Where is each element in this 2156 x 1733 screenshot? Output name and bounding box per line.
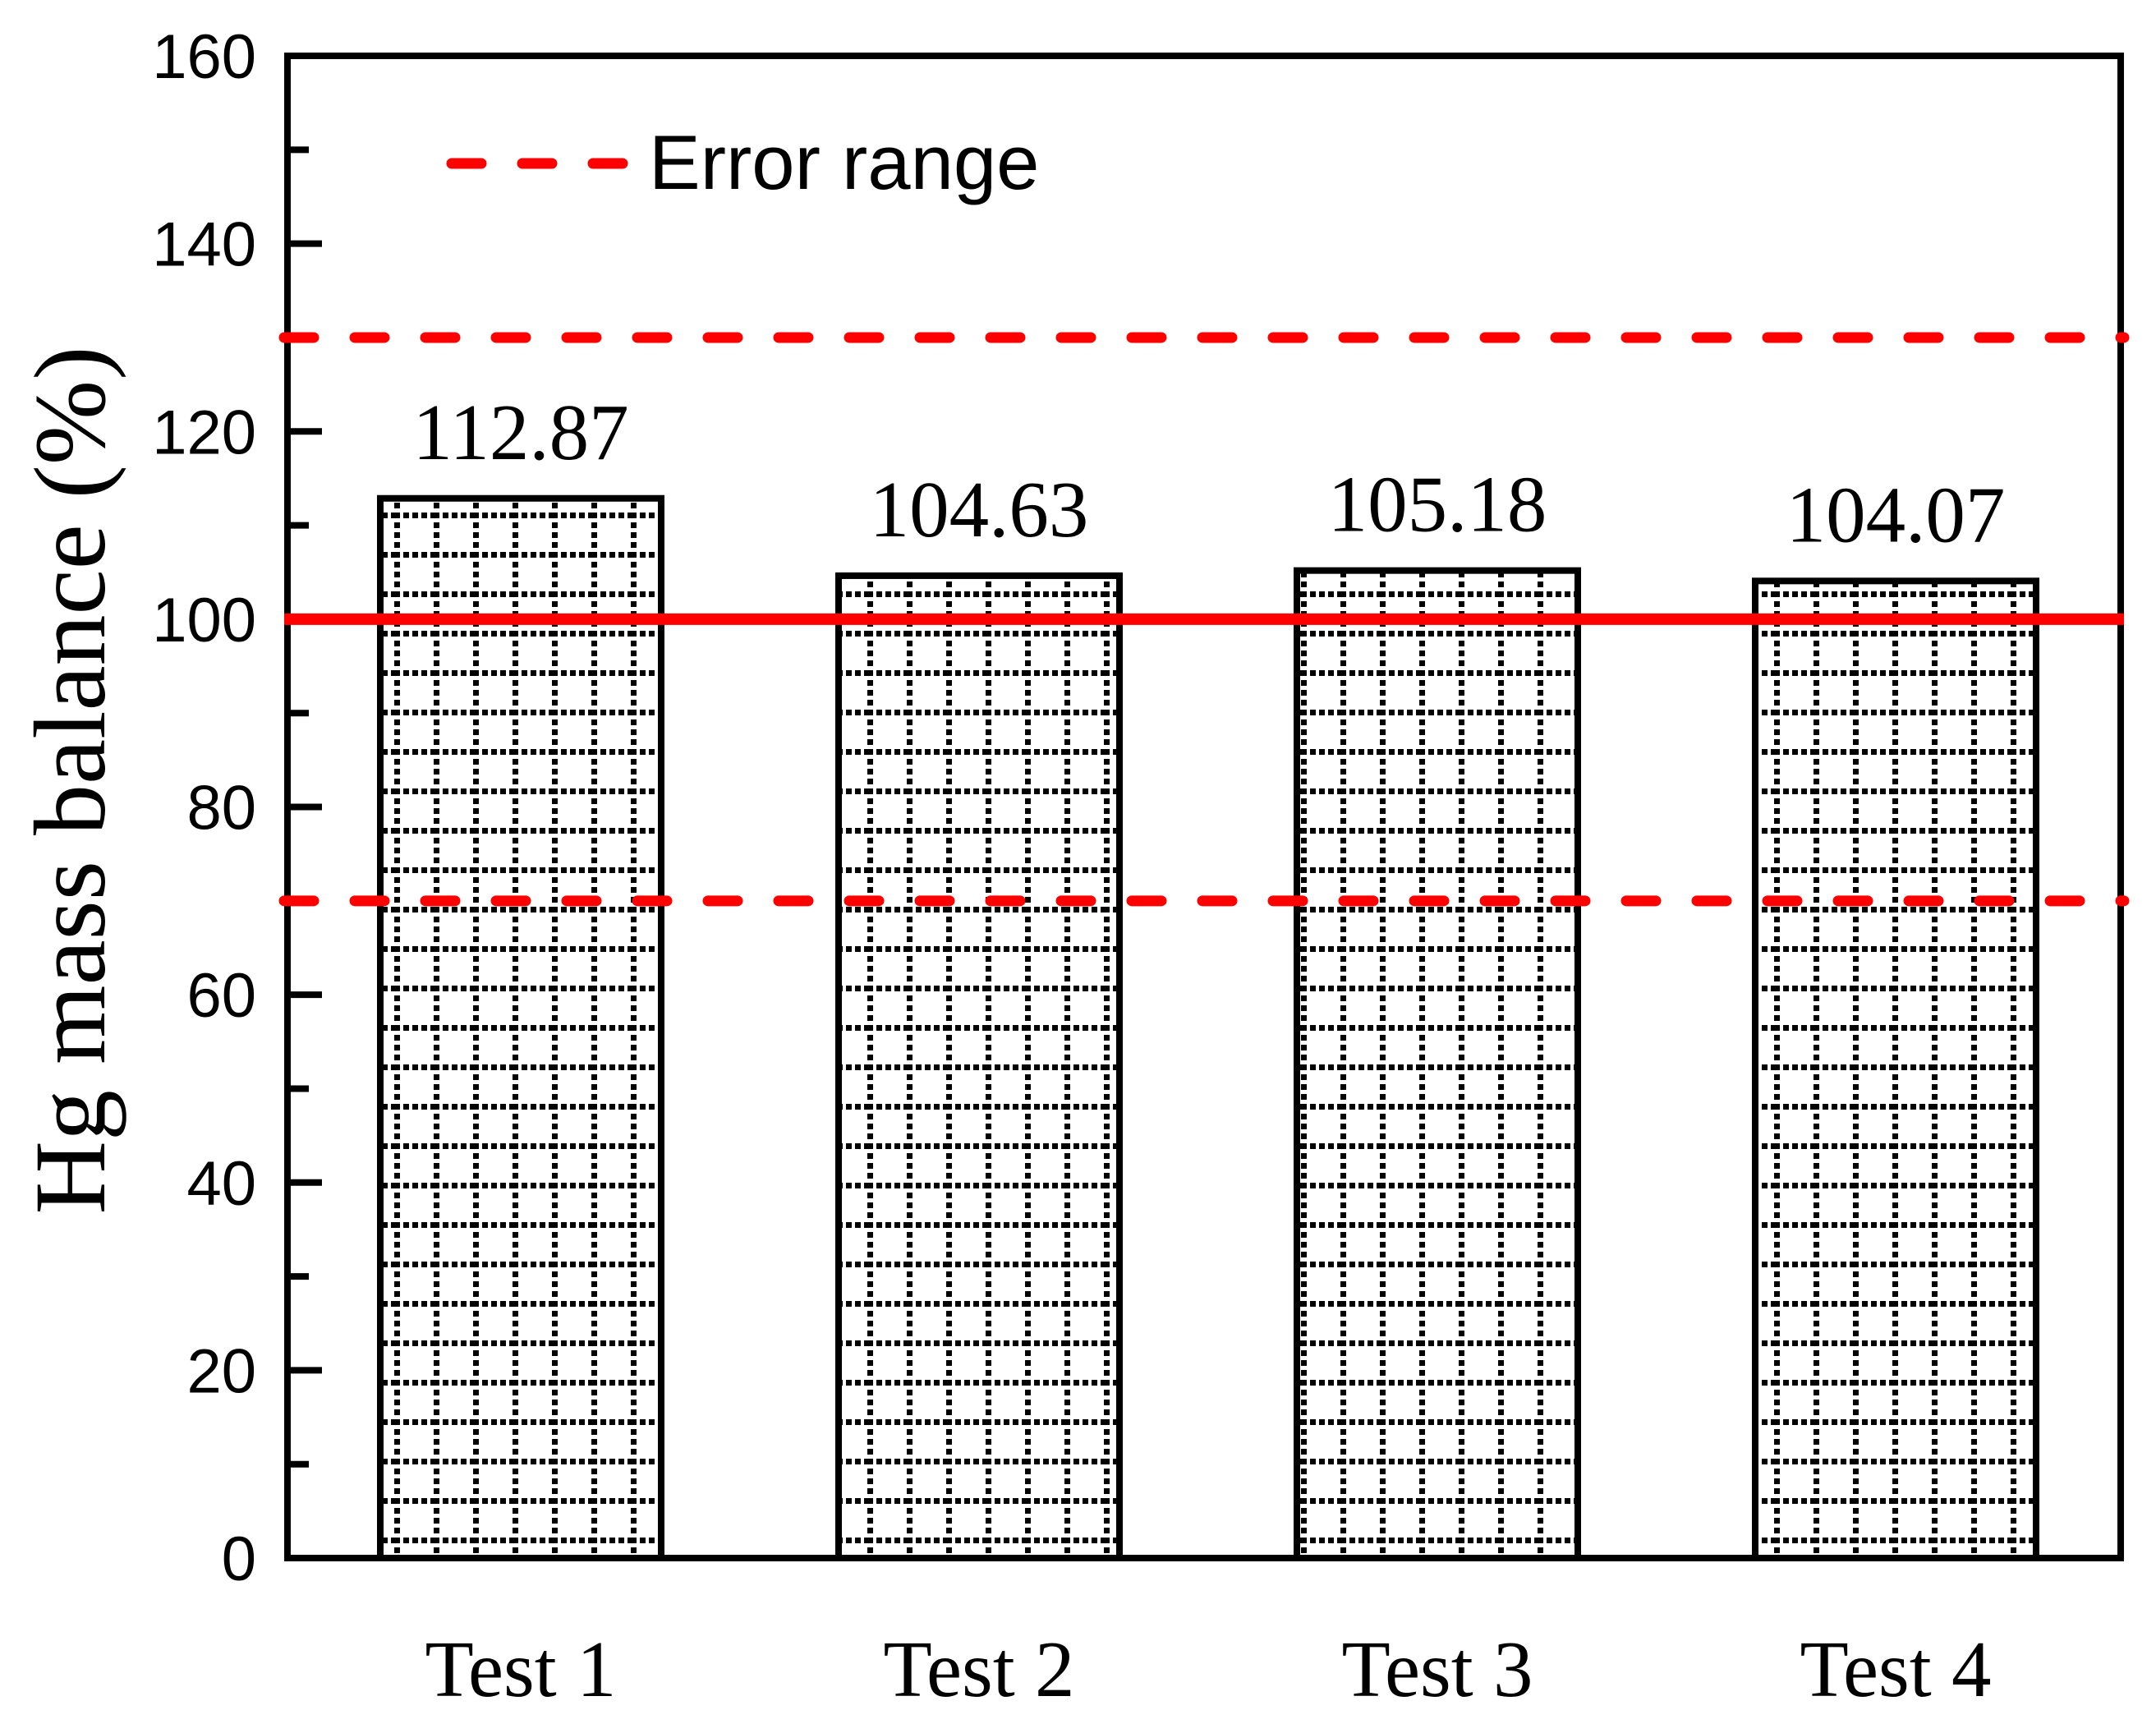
- plot-frame: [284, 53, 2124, 1561]
- y-tick-label: 40: [186, 1149, 256, 1219]
- y-tick-label: 140: [152, 210, 256, 280]
- bar-value-label: 105.18: [1328, 461, 1547, 549]
- y-tick-label: 60: [186, 961, 256, 1031]
- bar-value-labels: 112.87 104.63 105.18 104.07: [412, 388, 2005, 559]
- bar-value-label: 104.07: [1786, 471, 2006, 559]
- y-tick-label: 80: [186, 774, 256, 844]
- x-axis-labels: Test 1 Test 2 Test 3 Test 4: [425, 1625, 1992, 1713]
- bars: [377, 494, 2039, 1562]
- y-tick-label: 20: [186, 1336, 256, 1406]
- bar-value-label: 104.63: [870, 466, 1089, 554]
- y-tick-label: 160: [152, 22, 256, 92]
- bar: [1752, 577, 2039, 1561]
- y-tick-label: 120: [152, 398, 256, 467]
- x-category-label: Test 1: [425, 1625, 617, 1713]
- bar: [835, 572, 1123, 1561]
- bar: [377, 494, 664, 1562]
- x-category-label: Test 3: [1342, 1625, 1533, 1713]
- plot-frame-border: [284, 53, 2124, 1561]
- x-category-label: Test 2: [884, 1625, 1075, 1713]
- reference-lines: [278, 332, 2130, 907]
- y-tick-label: 100: [152, 586, 256, 655]
- y-axis: 0 20 40 60 80 100 120 140 160: [152, 22, 322, 1594]
- y-axis-title: Hg mass balance (%): [14, 346, 126, 1214]
- y-tick-label: 0: [222, 1524, 256, 1594]
- legend-label: Error range: [649, 119, 1039, 205]
- bar: [1294, 567, 1581, 1561]
- x-category-label: Test 4: [1800, 1625, 1992, 1713]
- legend: Error range: [446, 119, 1039, 205]
- bar-value-label: 112.87: [412, 388, 628, 476]
